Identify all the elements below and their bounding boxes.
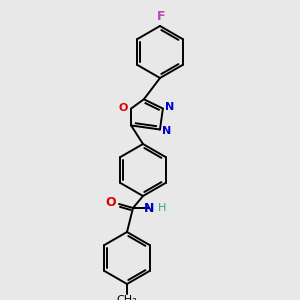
Text: H: H [158,203,166,213]
Text: CH₃: CH₃ [117,295,137,300]
Text: O: O [119,103,128,112]
Text: N: N [144,202,154,214]
Text: O: O [105,196,116,209]
Text: F: F [157,10,165,23]
Text: N: N [162,125,171,136]
Text: N: N [165,101,174,112]
